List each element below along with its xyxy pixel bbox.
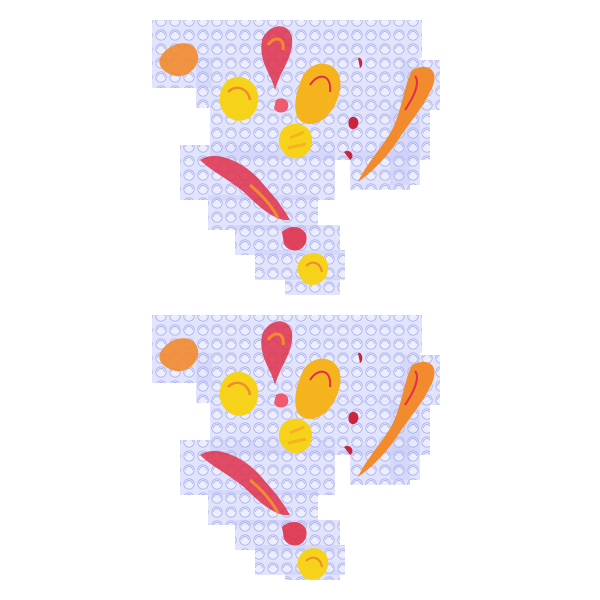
orange-curl-splash bbox=[159, 43, 199, 77]
red-knot-splash bbox=[282, 227, 307, 251]
lower-paint-splashes bbox=[159, 321, 435, 580]
orange-long-streak bbox=[358, 66, 435, 182]
upper-artwork-panel bbox=[152, 20, 440, 295]
yellow-round-splash bbox=[297, 253, 329, 285]
yellow-oval-splash bbox=[219, 76, 259, 121]
lower-artwork-panel bbox=[152, 315, 440, 580]
upper-paint-splashes bbox=[159, 26, 435, 285]
yellow-leaf-splash bbox=[295, 63, 341, 124]
small-red-dot bbox=[274, 98, 289, 113]
